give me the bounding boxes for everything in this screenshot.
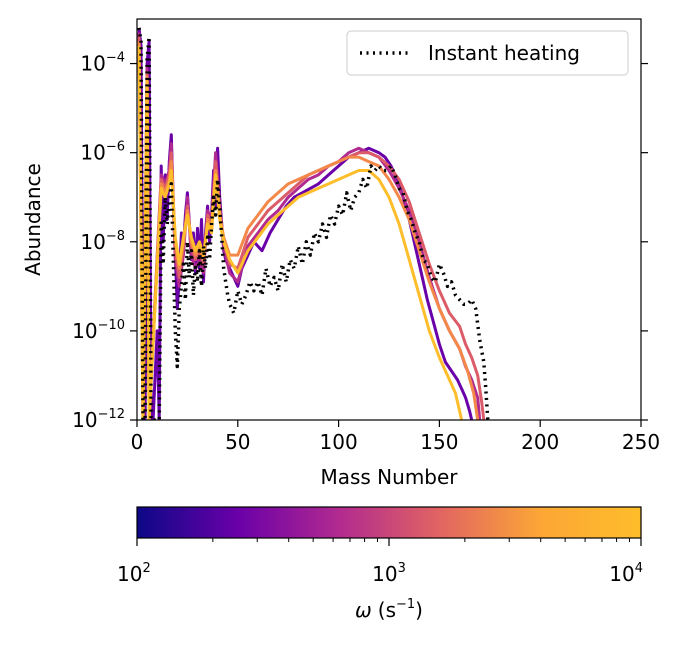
colorbar-tick-base: 10 bbox=[372, 562, 397, 586]
colorbar: 102 103 104 ω (s−1) bbox=[117, 506, 643, 622]
x-tick-label: 100 bbox=[320, 430, 358, 454]
y-tick-power: −8 bbox=[106, 229, 125, 244]
y-tick-base: 10 bbox=[80, 141, 105, 165]
colorbar-label-power: −1 bbox=[396, 597, 415, 612]
colorbar-tick-base: 10 bbox=[117, 562, 142, 586]
x-tick-label: 200 bbox=[521, 430, 559, 454]
x-axis: 0 50 100 150 200 250 bbox=[131, 420, 660, 454]
colorbar-label-unit: (s bbox=[378, 598, 396, 622]
colorbar-label-symbol: ω bbox=[355, 598, 372, 622]
x-tick-label: 0 bbox=[131, 430, 144, 454]
series-line-omega-1e4 bbox=[137, 45, 464, 420]
x-axis-label: Mass Number bbox=[320, 465, 458, 489]
legend-box bbox=[346, 30, 629, 76]
colorbar-label-close: ) bbox=[415, 598, 423, 622]
series-layer bbox=[137, 27, 490, 420]
colorbar-ticks: 102 103 104 bbox=[117, 538, 643, 586]
y-tick-label: 10−4 bbox=[80, 51, 125, 76]
colorbar-label: ω (s−1) bbox=[355, 597, 423, 622]
y-tick-power: −4 bbox=[106, 51, 125, 66]
y-tick-label: 10−12 bbox=[72, 407, 125, 432]
colorbar-tick-base: 10 bbox=[609, 562, 634, 586]
x-tick-label: 150 bbox=[420, 430, 458, 454]
colorbar-tick-power: 3 bbox=[398, 561, 406, 576]
colorbar-gradient bbox=[136, 506, 642, 539]
plot-frame bbox=[136, 18, 642, 421]
y-tick-power: −12 bbox=[98, 407, 125, 422]
y-tick-base: 10 bbox=[80, 52, 105, 76]
y-tick-label: 10−6 bbox=[80, 140, 125, 165]
y-axis-label: Abundance bbox=[21, 163, 45, 276]
y-tick-power: −6 bbox=[106, 140, 125, 155]
y-tick-power: −10 bbox=[98, 318, 125, 333]
y-tick-base: 10 bbox=[80, 230, 105, 254]
legend: Instant heating bbox=[346, 30, 629, 76]
y-tick-label: 10−8 bbox=[80, 229, 125, 254]
legend-label-instant-heating: Instant heating bbox=[428, 41, 580, 65]
colorbar-tick-label: 104 bbox=[609, 561, 643, 586]
y-tick-base: 10 bbox=[72, 408, 97, 432]
x-tick-label: 50 bbox=[225, 430, 250, 454]
y-tick-base: 10 bbox=[72, 319, 97, 343]
colorbar-tick-power: 2 bbox=[142, 561, 150, 576]
colorbar-tick-label: 102 bbox=[117, 561, 151, 586]
colorbar-tick-label: 103 bbox=[372, 561, 406, 586]
colorbar-tick-power: 4 bbox=[635, 561, 643, 576]
y-tick-label: 10−10 bbox=[72, 318, 125, 343]
x-tick-label: 250 bbox=[622, 430, 660, 454]
